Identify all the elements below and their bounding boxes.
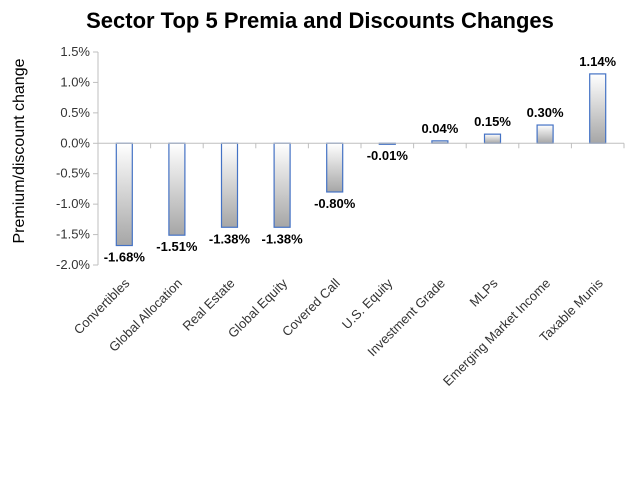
bar <box>589 73 607 144</box>
data-label: 0.30% <box>527 105 564 120</box>
bars <box>115 73 607 247</box>
y-axis: 1.5% 1.0% 0.5% 0.0% -0.5% -1.0% -1.5% -2.0% <box>56 44 99 272</box>
data-label: -1.38% <box>261 231 303 246</box>
bar <box>536 124 554 144</box>
data-label: -1.68% <box>104 250 146 265</box>
y-tick-label: 0.0% <box>60 135 90 150</box>
data-label: -0.80% <box>314 196 356 211</box>
chart-title: Sector Top 5 Premia and Discounts Change… <box>86 8 554 33</box>
bar <box>326 142 344 193</box>
y-tick-label: -1.0% <box>56 196 90 211</box>
data-label: -1.51% <box>156 239 198 254</box>
data-labels: -1.68% -1.51% -1.38% -1.38% -0.80% -0.01% 0.04… <box>104 54 617 265</box>
bar <box>483 133 502 144</box>
data-label: 0.04% <box>421 121 458 136</box>
category-label: Emerging Market Income <box>440 276 553 389</box>
bar <box>273 142 291 228</box>
bar <box>115 142 133 247</box>
category-label: U.S. Equity <box>339 275 396 332</box>
bar <box>168 142 186 236</box>
y-tick-label: -0.5% <box>56 166 90 181</box>
y-tick-label: 1.0% <box>60 74 90 89</box>
y-tick-label: -1.5% <box>56 227 90 242</box>
y-tick-label: -2.0% <box>56 257 90 272</box>
data-label: 1.14% <box>579 54 616 69</box>
data-label: -0.01% <box>367 148 409 163</box>
y-axis-label: Premium/discount change <box>11 58 28 243</box>
y-tick-label: 1.5% <box>60 44 90 59</box>
y-tick-label: 0.5% <box>60 105 90 120</box>
bar <box>220 142 239 228</box>
data-label: -1.38% <box>209 231 251 246</box>
category-label: MLPs <box>467 275 501 309</box>
data-label: 0.15% <box>474 114 511 129</box>
